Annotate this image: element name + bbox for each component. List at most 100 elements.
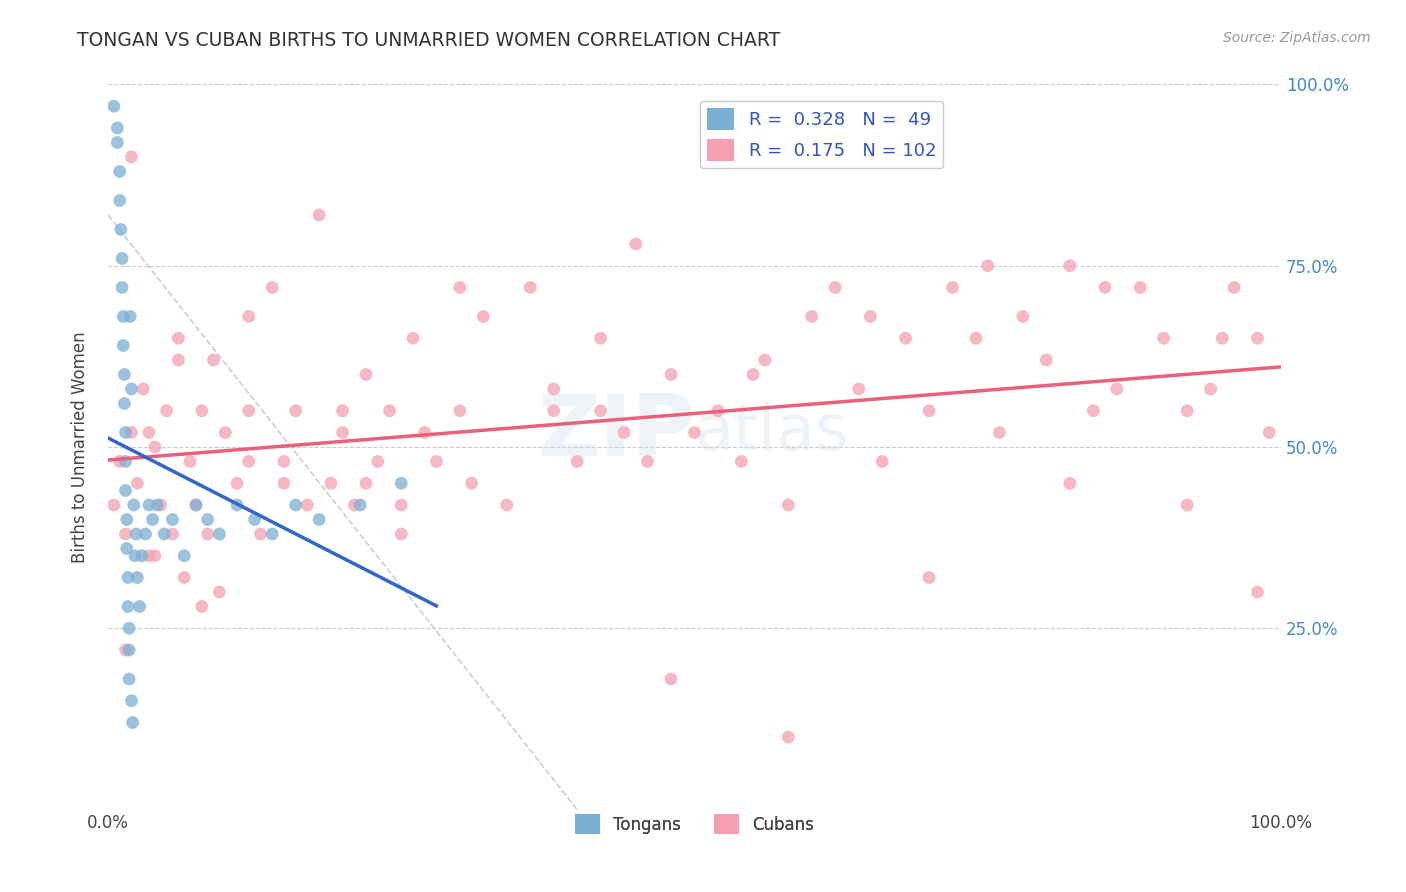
Point [800, 310, 823, 324]
Point [173, 570, 195, 584]
Point [114, 454, 136, 468]
Point [1094, 280, 1116, 294]
Point [449, 280, 471, 294]
Point [238, 454, 260, 468]
Point [118, 621, 141, 635]
Point [354, 368, 377, 382]
Point [308, 208, 330, 222]
Point [111, 280, 134, 294]
Point [112, 396, 135, 410]
Point [143, 549, 166, 563]
Point [824, 280, 846, 294]
Point [332, 403, 354, 417]
Point [114, 643, 136, 657]
Point [114, 425, 136, 440]
Point [120, 382, 142, 396]
Point [1059, 476, 1081, 491]
Point [977, 259, 1000, 273]
Point [742, 368, 765, 382]
Point [1153, 331, 1175, 345]
Point [238, 403, 260, 417]
Point [543, 403, 565, 417]
Point [191, 599, 214, 614]
Point [162, 527, 184, 541]
Point [1129, 280, 1152, 294]
Point [449, 403, 471, 417]
Point [121, 715, 143, 730]
Point [589, 403, 612, 417]
Point [319, 476, 342, 491]
Point [214, 425, 236, 440]
Point [112, 368, 135, 382]
Point [472, 310, 495, 324]
Point [103, 99, 125, 113]
Text: TONGAN VS CUBAN BIRTHS TO UNMARRIED WOMEN CORRELATION CHART: TONGAN VS CUBAN BIRTHS TO UNMARRIED WOME… [77, 31, 780, 50]
Point [111, 252, 134, 266]
Point [191, 403, 214, 417]
Point [202, 353, 225, 368]
Point [273, 454, 295, 468]
Point [138, 498, 160, 512]
Point [413, 425, 436, 440]
Point [1246, 331, 1268, 345]
Point [367, 454, 389, 468]
Point [332, 425, 354, 440]
Point [308, 512, 330, 526]
Point [988, 425, 1011, 440]
Point [624, 236, 647, 251]
Point [870, 454, 893, 468]
Point [125, 527, 148, 541]
Point [637, 454, 659, 468]
Point [543, 382, 565, 396]
Point [167, 353, 190, 368]
Point [120, 694, 142, 708]
Point [1175, 498, 1198, 512]
Point [197, 512, 219, 526]
Point [965, 331, 987, 345]
Point [707, 403, 730, 417]
Point [730, 454, 752, 468]
Point [683, 425, 706, 440]
Point [143, 440, 166, 454]
Point [378, 403, 401, 417]
Point [1211, 331, 1233, 345]
Point [167, 331, 190, 345]
Point [262, 280, 284, 294]
Point [197, 527, 219, 541]
Point [754, 353, 776, 368]
Point [149, 498, 172, 512]
Point [138, 549, 160, 563]
Point [112, 338, 135, 352]
Point [1175, 403, 1198, 417]
Y-axis label: Births to Unmarried Women: Births to Unmarried Women [72, 331, 89, 563]
Point [567, 454, 589, 468]
Point [1258, 425, 1281, 440]
Point [297, 498, 319, 512]
Point [122, 498, 145, 512]
Point [613, 425, 636, 440]
Point [519, 280, 541, 294]
Point [115, 541, 138, 556]
Point [127, 570, 149, 584]
Point [1223, 280, 1246, 294]
Point [142, 512, 165, 526]
Point [389, 527, 412, 541]
Point [659, 672, 682, 686]
Point [115, 512, 138, 526]
Point [103, 498, 125, 512]
Point [284, 498, 307, 512]
Point [226, 498, 249, 512]
Point [127, 476, 149, 491]
Point [1083, 403, 1105, 417]
Point [354, 476, 377, 491]
Point [918, 570, 941, 584]
Point [117, 599, 139, 614]
Point [108, 164, 131, 178]
Point [1059, 259, 1081, 273]
Point [238, 310, 260, 324]
Point [349, 498, 371, 512]
Point [120, 150, 142, 164]
Point [105, 120, 128, 135]
Point [110, 222, 132, 236]
Point [778, 498, 800, 512]
